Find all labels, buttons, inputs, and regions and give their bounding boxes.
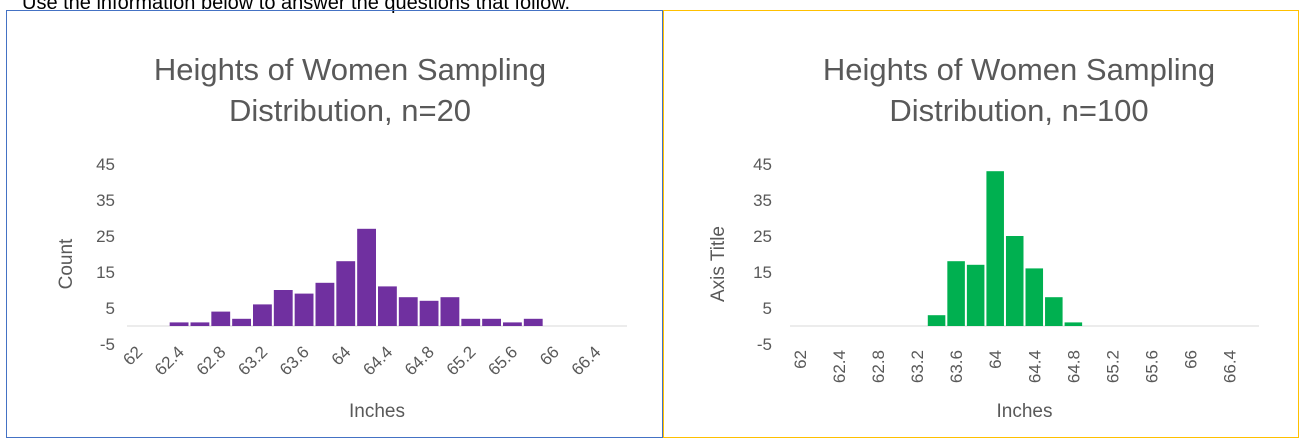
histogram-bar [253, 304, 272, 326]
x-tick-label: 63.6 [947, 350, 966, 383]
y-tick-label: -5 [757, 335, 772, 354]
x-tick-label: 66.4 [1221, 350, 1240, 383]
y-tick-label: 15 [96, 263, 115, 282]
histogram-bar [482, 318, 501, 326]
y-tick-label: 5 [106, 299, 115, 318]
histogram-bar [398, 297, 418, 326]
histogram-bar [1064, 322, 1083, 326]
histogram-bar [357, 228, 376, 326]
x-tick-label: 65.2 [443, 342, 480, 379]
histogram-bar [419, 300, 439, 326]
x-tick-label: 62.4 [830, 350, 849, 383]
x-tick-label: 62 [119, 342, 146, 369]
x-tick-label: 64 [328, 342, 355, 369]
y-tick-label: 35 [96, 191, 115, 210]
x-tick-label: 66 [1182, 350, 1201, 369]
histogram-bar [966, 264, 985, 326]
x-tick-label: 62.8 [869, 350, 888, 383]
histogram-bar [273, 290, 293, 326]
histogram-bar [1025, 268, 1044, 326]
histogram-bar [190, 322, 210, 326]
x-tick-label: 64.8 [1064, 350, 1083, 383]
histogram-bar [947, 261, 965, 326]
x-tick-label: 62 [791, 350, 810, 369]
x-tick-label: 63.2 [908, 350, 927, 383]
histogram-bar [440, 297, 460, 326]
x-tick-label: 65.6 [1143, 350, 1162, 383]
x-tick-label: 64.4 [359, 342, 396, 379]
histogram-bar [378, 286, 397, 326]
x-tick-label: 63.6 [276, 342, 313, 379]
y-tick-label: 15 [753, 263, 772, 282]
y-tick-label: 25 [753, 227, 772, 246]
y-tick-label: 45 [753, 155, 772, 174]
x-tick-label: 62.8 [193, 342, 230, 379]
histogram-bar [1005, 236, 1024, 326]
histogram-bar [169, 322, 189, 326]
y-tick-label: 35 [753, 191, 772, 210]
chart-title-line: Heights of Women Sampling [154, 52, 546, 87]
x-tick-label: 66 [536, 342, 563, 369]
y-tick-label: -5 [100, 335, 115, 354]
histogram-bar [927, 315, 946, 326]
histogram-bar [523, 318, 543, 326]
histogram-bar [336, 261, 356, 326]
x-tick-label: 65.6 [484, 342, 521, 379]
x-tick-label: 64.4 [1025, 350, 1044, 383]
y-tick-label: 45 [96, 155, 115, 174]
x-tick-label: 64.8 [401, 342, 438, 379]
histogram-bar [294, 293, 314, 326]
histogram-bar [986, 171, 1004, 326]
chart-title-line: Distribution, n=20 [229, 93, 471, 128]
chart-panel-n100: Heights of Women Sampling Distribution, n… [663, 10, 1299, 438]
chart-title-line: Heights of Women Sampling [823, 52, 1215, 87]
histogram-bar [461, 318, 481, 326]
x-axis-title: Inches [349, 401, 405, 422]
x-tick-label: 66.4 [568, 342, 605, 379]
x-tick-label: 63.2 [234, 342, 271, 379]
histogram-bar [232, 318, 251, 326]
y-tick-label: 5 [763, 299, 772, 318]
histogram-bar [315, 282, 335, 326]
histogram-bar [503, 322, 522, 326]
y-tick-label: 25 [96, 227, 115, 246]
x-axis-title: Inches [997, 401, 1053, 422]
x-tick-label: 62.4 [151, 342, 188, 379]
y-axis-title: Axis Title [708, 226, 729, 302]
chart-panel-n20: Heights of Women Sampling Distribution, n… [6, 10, 663, 438]
x-tick-label: 65.2 [1103, 350, 1122, 383]
histogram-bar [1045, 297, 1063, 326]
histogram-bar [211, 311, 231, 326]
x-tick-label: 64 [986, 350, 1005, 369]
chart-title-line: Distribution, n=100 [889, 93, 1148, 128]
y-axis-title: Count [56, 238, 77, 289]
histogram-n100: Heights of Women Sampling Distribution, n… [708, 52, 1259, 422]
histogram-n20: Heights of Women Sampling Distribution, n… [56, 52, 627, 422]
